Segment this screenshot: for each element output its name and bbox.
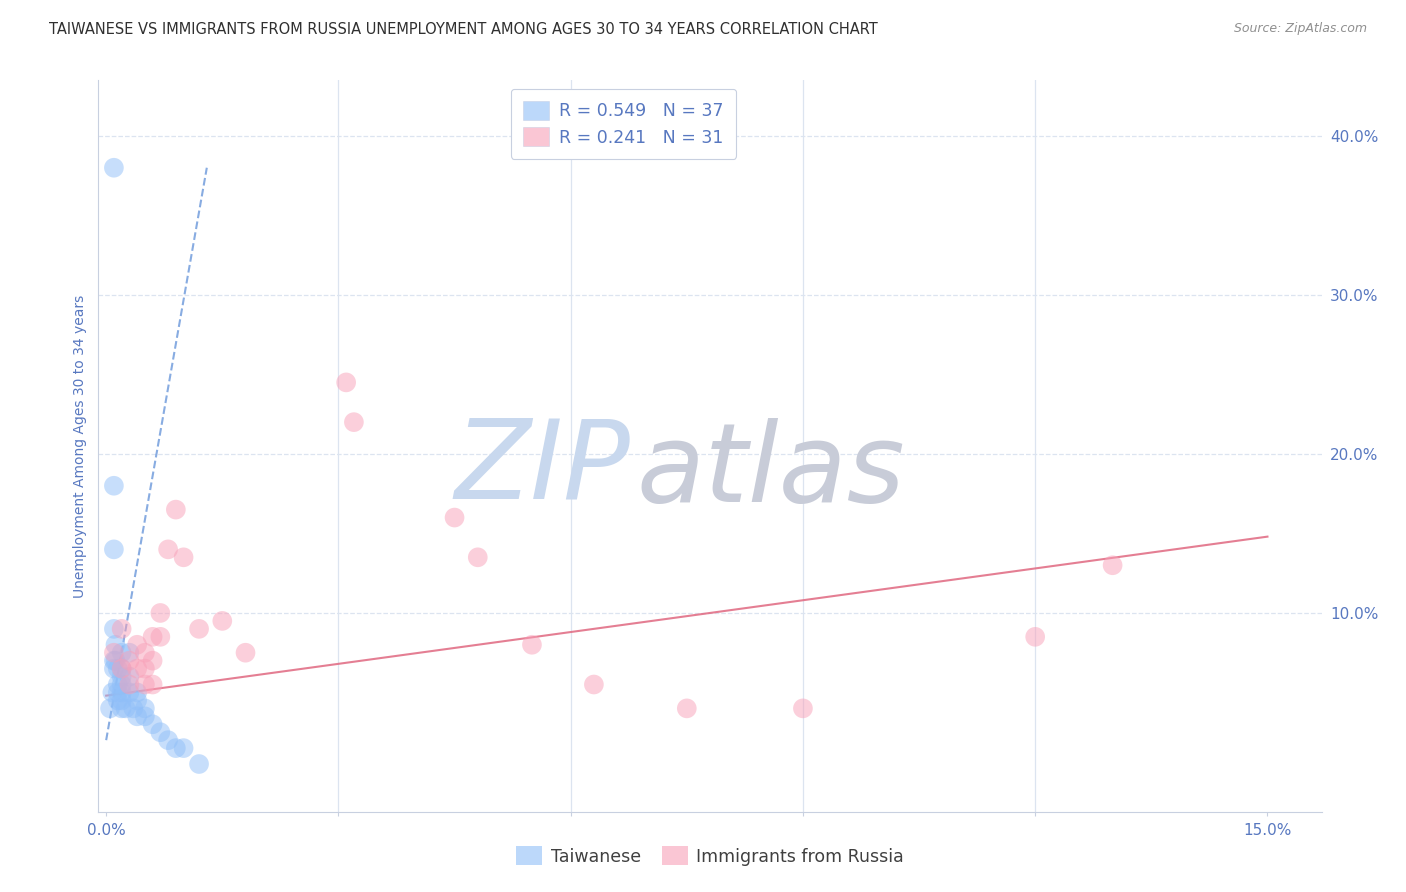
Point: [343, 415, 366, 429]
Point: [127, 709, 149, 723]
Point: [165, 741, 187, 756]
Point: [111, 662, 134, 676]
Point: [127, 685, 149, 699]
Point: [118, 677, 141, 691]
Point: [111, 646, 134, 660]
Point: [103, 161, 125, 175]
Legend: Taiwanese, Immigrants from Russia: Taiwanese, Immigrants from Russia: [509, 839, 911, 872]
Point: [134, 701, 156, 715]
Point: [118, 646, 141, 660]
Text: TAIWANESE VS IMMIGRANTS FROM RUSSIA UNEMPLOYMENT AMONG AGES 30 TO 34 YEARS CORRE: TAIWANESE VS IMMIGRANTS FROM RUSSIA UNEM…: [49, 22, 877, 37]
Point: [149, 606, 172, 620]
Point: [443, 510, 465, 524]
Point: [134, 709, 156, 723]
Point: [104, 638, 127, 652]
Point: [107, 677, 129, 691]
Point: [118, 685, 141, 699]
Point: [111, 685, 134, 699]
Point: [111, 622, 134, 636]
Point: [107, 685, 129, 699]
Point: [211, 614, 233, 628]
Point: [127, 638, 149, 652]
Point: [142, 677, 165, 691]
Point: [142, 717, 165, 731]
Point: [149, 630, 172, 644]
Point: [127, 693, 149, 707]
Point: [520, 638, 543, 652]
Point: [675, 701, 697, 715]
Point: [582, 677, 605, 691]
Point: [335, 376, 357, 390]
Text: atlas: atlas: [637, 418, 905, 525]
Point: [467, 550, 489, 565]
Point: [173, 550, 195, 565]
Point: [142, 630, 165, 644]
Point: [103, 622, 125, 636]
Point: [118, 669, 141, 683]
Point: [134, 646, 156, 660]
Point: [103, 646, 125, 660]
Point: [118, 654, 141, 668]
Point: [157, 542, 180, 557]
Point: [1101, 558, 1123, 573]
Point: [101, 685, 124, 699]
Point: [157, 733, 180, 747]
Point: [111, 669, 134, 683]
Point: [134, 677, 156, 691]
Point: [111, 693, 134, 707]
Point: [107, 693, 129, 707]
Point: [149, 725, 172, 739]
Point: [188, 622, 211, 636]
Point: [165, 502, 187, 516]
Point: [104, 654, 127, 668]
Point: [103, 542, 125, 557]
Point: [127, 662, 149, 676]
Y-axis label: Unemployment Among Ages 30 to 34 years: Unemployment Among Ages 30 to 34 years: [73, 294, 87, 598]
Point: [122, 701, 145, 715]
Point: [1024, 630, 1046, 644]
Point: [188, 757, 211, 772]
Point: [114, 701, 136, 715]
Text: ZIP: ZIP: [454, 415, 630, 522]
Point: [103, 479, 125, 493]
Point: [103, 662, 125, 676]
Point: [173, 741, 195, 756]
Point: [142, 654, 165, 668]
Point: [134, 662, 156, 676]
Point: [792, 701, 814, 715]
Point: [107, 662, 129, 676]
Point: [111, 662, 134, 676]
Text: Source: ZipAtlas.com: Source: ZipAtlas.com: [1233, 22, 1367, 36]
Point: [235, 646, 257, 660]
Point: [98, 701, 121, 715]
Point: [103, 654, 125, 668]
Point: [111, 677, 134, 691]
Point: [111, 701, 134, 715]
